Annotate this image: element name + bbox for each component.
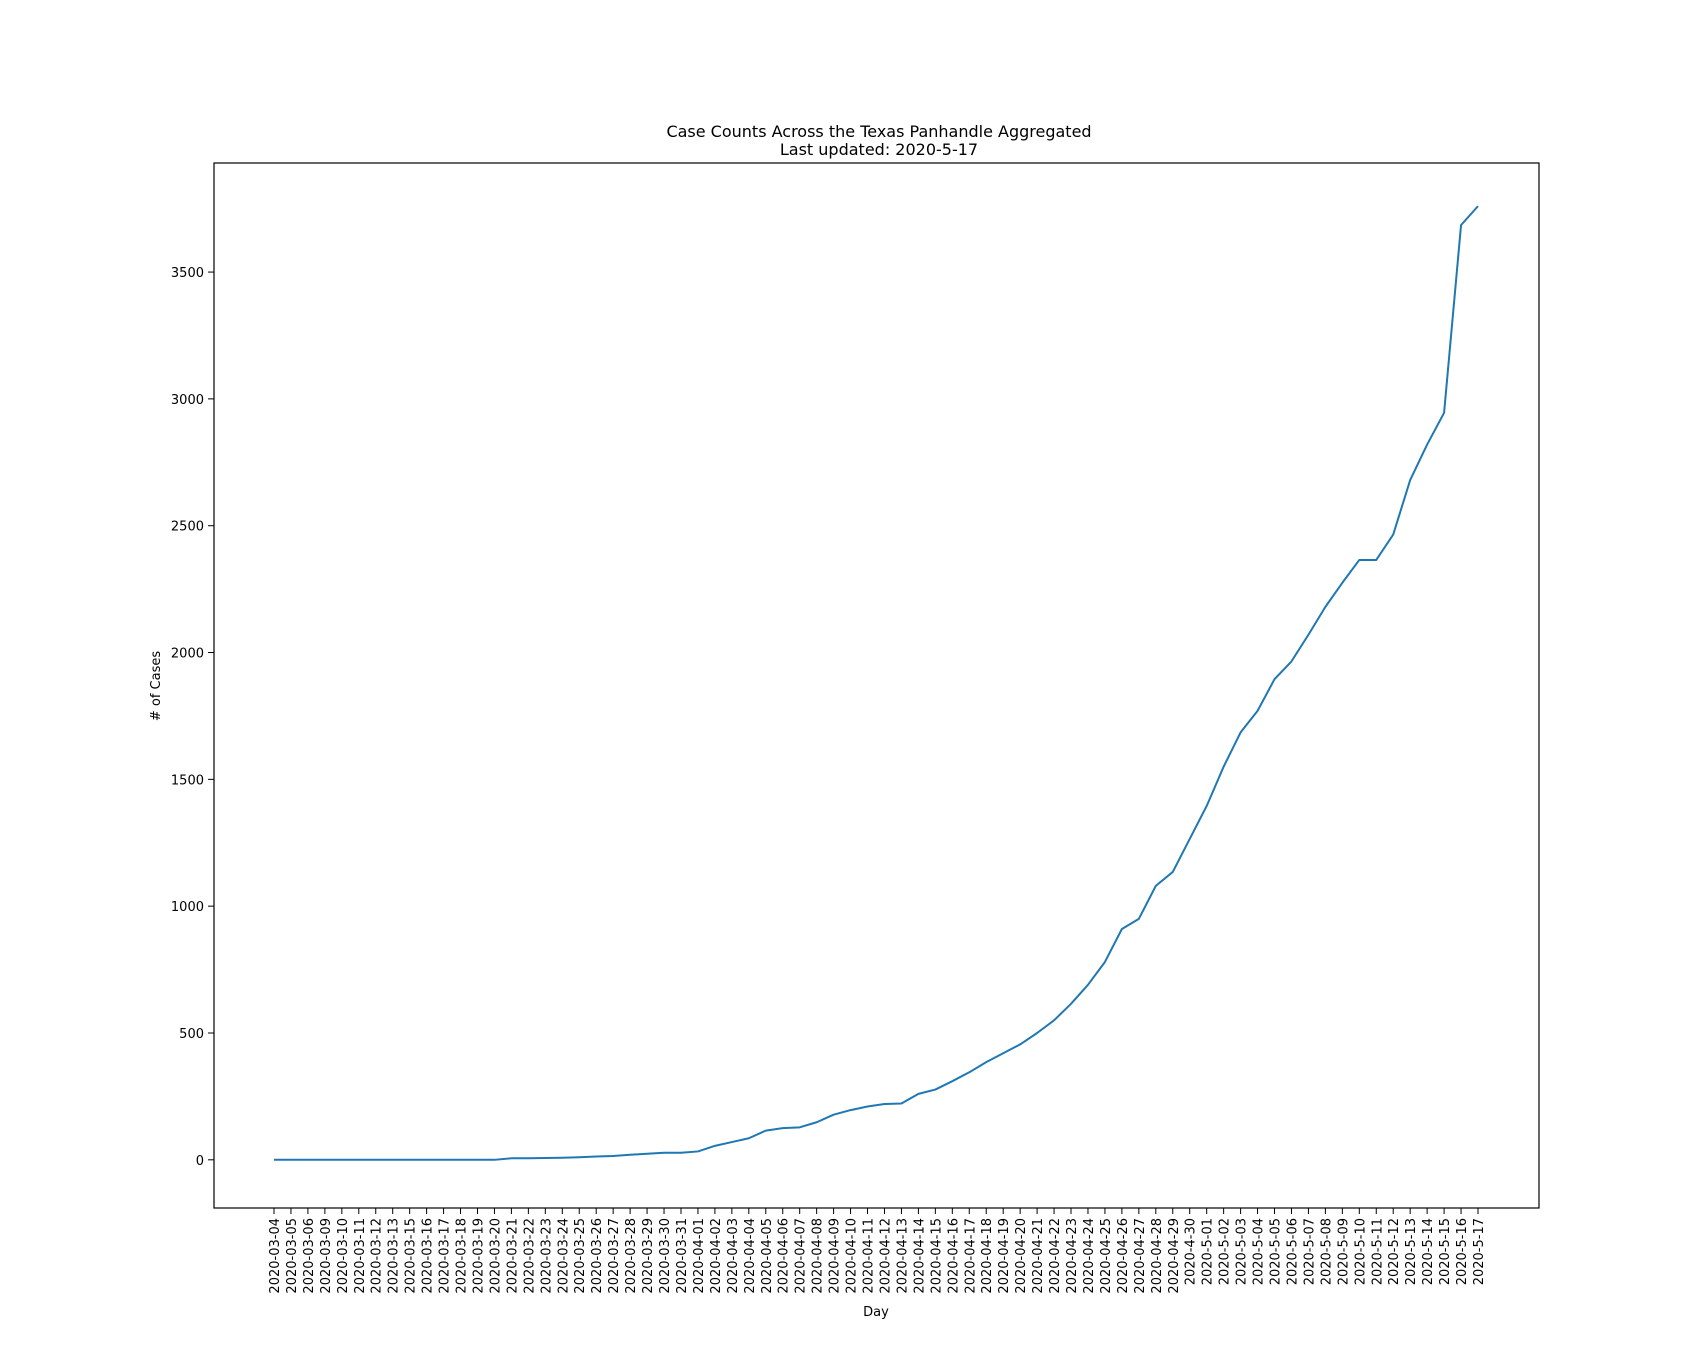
x-tick-label: 2020-03-17 (438, 1218, 453, 1294)
x-axis-label: Day (863, 1305, 889, 1320)
x-tick-label: 2020-04-09 (828, 1218, 843, 1294)
x-tick-label: 2020-5-07 (1302, 1218, 1317, 1285)
x-tick-label: 2020-04-03 (726, 1218, 741, 1294)
y-tick-label: 2500 (171, 520, 204, 535)
x-tick-label: 2020-03-06 (302, 1218, 317, 1294)
y-tick-label: 500 (179, 1027, 204, 1042)
x-tick-label: 2020-5-02 (1218, 1218, 1233, 1285)
x-tick-label: 2020-03-13 (387, 1218, 402, 1294)
x-tick-label: 2020-03-22 (522, 1218, 537, 1294)
chart-title: Case Counts Across the Texas Panhandle A… (666, 122, 1091, 141)
x-tick-label: 2020-04-19 (997, 1218, 1012, 1294)
x-tick-label: 2020-04-06 (777, 1218, 792, 1294)
y-tick-label: 1500 (171, 773, 204, 788)
x-tick-label: 2020-04-24 (1082, 1218, 1097, 1294)
x-tick-label: 2020-04-27 (1133, 1218, 1148, 1294)
x-tick-label: 2020-04-13 (895, 1218, 910, 1294)
x-tick-label: 2020-03-25 (573, 1218, 588, 1294)
x-tick-label: 2020-03-20 (488, 1218, 503, 1294)
x-tick-label: 2020-04-17 (963, 1218, 978, 1294)
x-tick-label: 2020-04-08 (811, 1218, 826, 1294)
x-tick-label: 2020-03-27 (607, 1218, 622, 1294)
x-tick-label: 2020-03-31 (675, 1218, 690, 1294)
x-tick-label: 2020-5-13 (1404, 1218, 1419, 1285)
x-tick-label: 2020-5-12 (1387, 1218, 1402, 1285)
x-tick-label: 2020-04-12 (878, 1218, 893, 1294)
y-tick-label: 1000 (171, 900, 204, 915)
x-tick-label: 2020-03-21 (505, 1218, 520, 1294)
x-tick-label: 2020-5-01 (1201, 1218, 1216, 1285)
x-tick-label: 2020-04-01 (692, 1218, 707, 1294)
x-tick-label: 2020-5-05 (1269, 1218, 1284, 1285)
chart-subtitle: Last updated: 2020-5-17 (780, 140, 978, 159)
x-tick-label: 2020-04-23 (1065, 1218, 1080, 1294)
x-tick-label: 2020-04-20 (1014, 1218, 1029, 1294)
x-tick-label: 2020-04-28 (1150, 1218, 1165, 1294)
x-tick-label: 2020-04-29 (1167, 1218, 1182, 1294)
x-tick-label: 2020-04-18 (980, 1218, 995, 1294)
series-line (274, 205, 1479, 1161)
x-tick-label: 2020-03-15 (404, 1218, 419, 1294)
y-axis-label: # of Cases (149, 651, 164, 722)
x-tick-label: 2020-04-14 (912, 1218, 927, 1294)
x-tick-label: 2020-04-10 (845, 1218, 860, 1294)
x-tick-label: 2020-04-21 (1031, 1218, 1046, 1294)
x-tick-label: 2020-5-14 (1421, 1218, 1436, 1285)
x-tick-label: 2020-03-24 (556, 1218, 571, 1294)
x-tick-label: 2020-5-15 (1438, 1218, 1453, 1285)
y-tick-label: 3000 (171, 393, 204, 408)
x-tick-label: 2020-04-05 (760, 1218, 775, 1294)
x-tick-label: 2020-5-10 (1353, 1218, 1368, 1285)
x-tick-label: 2020-04-25 (1099, 1218, 1114, 1294)
x-tick-label: 2020-03-30 (658, 1218, 673, 1294)
x-tick-label: 2020-4-30 (1184, 1218, 1199, 1285)
x-tick-label: 2020-03-16 (421, 1218, 436, 1294)
x-tick-label: 2020-5-04 (1252, 1218, 1267, 1285)
x-tick-label: 2020-5-08 (1319, 1218, 1334, 1285)
x-tick-label: 2020-03-18 (455, 1218, 470, 1294)
x-tick-label: 2020-04-07 (794, 1218, 809, 1294)
x-tick-label: 2020-03-29 (641, 1218, 656, 1294)
x-tick-label: 2020-04-16 (946, 1218, 961, 1294)
y-tick-label: 0 (196, 1154, 204, 1169)
x-tick-label: 2020-03-12 (370, 1218, 385, 1294)
y-tick-label: 3500 (171, 266, 204, 281)
x-tick-label: 2020-03-04 (268, 1218, 283, 1294)
x-tick-label: 2020-5-06 (1285, 1218, 1300, 1285)
x-tick-label: 2020-04-02 (709, 1218, 724, 1294)
x-tick-label: 2020-5-09 (1336, 1218, 1351, 1285)
x-tick-label: 2020-04-26 (1116, 1218, 1131, 1294)
y-tick-label: 2000 (171, 647, 204, 662)
x-tick-label: 2020-04-04 (743, 1218, 758, 1294)
x-tick-label: 2020-03-26 (590, 1218, 605, 1294)
x-tick-label: 2020-5-03 (1235, 1218, 1250, 1285)
x-tick-label: 2020-04-22 (1048, 1218, 1063, 1294)
x-axis-ticks: 2020-03-04 2020-03-05 2020-03-06 2020-03-09… (268, 1208, 1487, 1294)
plot-frame (213, 162, 1540, 1209)
x-tick-label: 2020-5-16 (1455, 1218, 1470, 1285)
x-tick-label: 2020-03-23 (539, 1218, 554, 1294)
x-tick-label: 2020-03-09 (319, 1218, 334, 1294)
x-tick-label: 2020-03-11 (353, 1218, 368, 1294)
x-tick-label: 2020-03-19 (471, 1218, 486, 1294)
y-axis-ticks: 0 500 1000 1500 2000 2500 3000 3500 (171, 266, 214, 1169)
x-tick-label: 2020-5-17 (1472, 1218, 1487, 1285)
x-tick-label: 2020-03-28 (624, 1218, 639, 1294)
x-tick-label: 2020-03-05 (285, 1218, 300, 1294)
x-tick-label: 2020-5-11 (1370, 1218, 1385, 1285)
x-tick-label: 2020-04-11 (862, 1218, 877, 1294)
x-tick-label: 2020-04-15 (929, 1218, 944, 1294)
x-tick-label: 2020-03-10 (336, 1218, 351, 1294)
